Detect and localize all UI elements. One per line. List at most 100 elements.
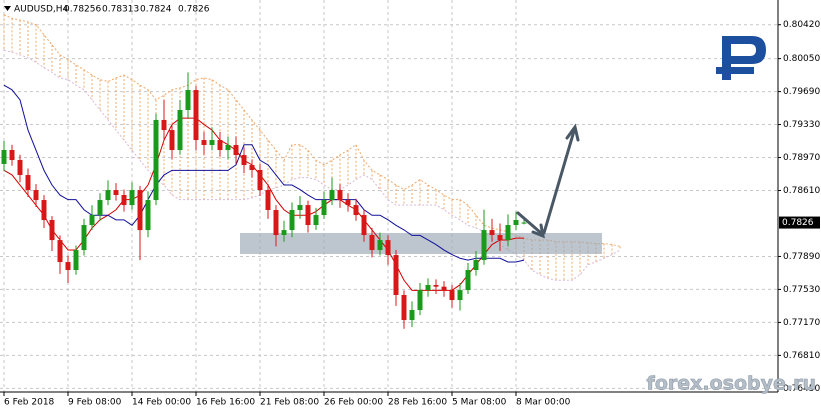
header-low: 0.7824 [140, 5, 172, 15]
candle-body [273, 210, 279, 236]
candle-body [129, 190, 135, 206]
candle-body [161, 119, 167, 131]
candle-body [329, 190, 335, 201]
candle-body [193, 90, 199, 141]
axes: 0.80420 0.80050 0.79690 0.79330 0.78970 0.786… [3, 20, 820, 408]
candle-body [353, 205, 359, 216]
logo [716, 36, 766, 80]
forecast-arrow [516, 123, 580, 239]
candle-body [97, 200, 103, 216]
candle-body [185, 90, 191, 110]
candle-body [153, 119, 159, 201]
indicator-lines [3, 84, 525, 291]
y-tick-label: 0.78610 [783, 186, 820, 196]
candle-body [345, 200, 351, 206]
symbol-icon [4, 6, 11, 11]
watermark: forex.osobye.ru [647, 373, 816, 395]
candle-body [521, 222, 527, 224]
x-tick-label: 26 Feb 00:00 [324, 398, 383, 408]
y-tick-label: 0.80050 [783, 54, 820, 64]
cloud [3, 14, 621, 281]
candle-body [481, 230, 487, 261]
candle-body [337, 190, 343, 201]
y-tick-label: 0.76810 [783, 351, 820, 361]
arrow-head [531, 223, 545, 239]
candle-body [217, 140, 223, 151]
candle-body [289, 210, 295, 231]
x-tick-label: 9 Feb 08:00 [68, 398, 122, 408]
candle-body [489, 230, 495, 236]
price-box-label: 0.7826 [782, 218, 814, 228]
candle-body [241, 155, 247, 166]
x-tick-label: 6 Feb 2018 [4, 398, 55, 408]
candle-body [473, 260, 479, 271]
candle-body [257, 169, 263, 191]
candle-body [297, 205, 303, 211]
cloud-span [3, 49, 621, 281]
indicator-line [3, 84, 525, 263]
indicator-line [3, 117, 524, 291]
x-tick-label: 16 Feb 16:00 [196, 398, 255, 408]
arrow-up [542, 129, 576, 235]
header-close: 0.7826 [178, 5, 210, 15]
candle-body [1, 150, 7, 164]
candle-body [441, 286, 447, 291]
y-tick-label: 0.80420 [783, 20, 820, 30]
candle-body [233, 144, 239, 156]
candle-body [121, 194, 127, 206]
candle-body [33, 190, 39, 201]
candle-body [417, 290, 423, 311]
support-zone [240, 233, 602, 254]
y-tick-label: 0.77170 [783, 318, 820, 328]
candle-body [369, 235, 375, 251]
y-tick-label: 0.79330 [783, 120, 820, 130]
candle-body [513, 219, 519, 226]
candle-body [49, 219, 55, 241]
candle-body [425, 285, 431, 291]
y-tick-label: 0.77890 [783, 252, 820, 262]
header-open: 0.78256 [64, 5, 101, 15]
candle-body [17, 160, 23, 176]
candle-body [265, 190, 271, 211]
candle-body [465, 270, 471, 291]
candles [1, 72, 527, 329]
candle-body [41, 200, 47, 220]
candle-body [305, 205, 311, 226]
candle-body [225, 144, 231, 151]
candle-body [281, 230, 287, 236]
candle-body [145, 200, 151, 231]
candle-body [25, 175, 31, 191]
candle-body [89, 215, 95, 226]
candle-body [321, 200, 327, 216]
header-high: 0.78313 [102, 5, 139, 15]
symbol: AUDUSD,H4 [14, 5, 69, 15]
candle-body [401, 295, 407, 321]
x-tick-label: 5 Mar 08:00 [452, 398, 507, 408]
grid [0, 0, 778, 392]
candle-body [377, 240, 383, 251]
candle-body [409, 310, 415, 321]
candle-body [393, 255, 399, 296]
price-box [779, 216, 820, 229]
candle-body [457, 290, 463, 301]
candle-body [73, 250, 79, 271]
candle-body [201, 140, 207, 145]
x-tick-label: 28 Feb 16:00 [388, 398, 447, 408]
x-tick-label: 21 Feb 08:00 [260, 398, 319, 408]
candle-body [449, 290, 455, 301]
candle-body [9, 150, 15, 161]
logo-stem [722, 36, 731, 80]
arrow-down [516, 211, 543, 235]
candle-body [313, 215, 319, 226]
candle-body [81, 225, 87, 251]
y-tick-label: 0.77530 [783, 285, 820, 295]
candle-body [433, 285, 439, 287]
candle-body [113, 190, 119, 195]
x-tick-label: 14 Feb 00:00 [132, 398, 191, 408]
logo-bar [716, 67, 754, 74]
candle-body [505, 225, 511, 241]
candle-body [137, 190, 143, 231]
candle-body [57, 240, 63, 263]
candle-body [249, 165, 255, 170]
